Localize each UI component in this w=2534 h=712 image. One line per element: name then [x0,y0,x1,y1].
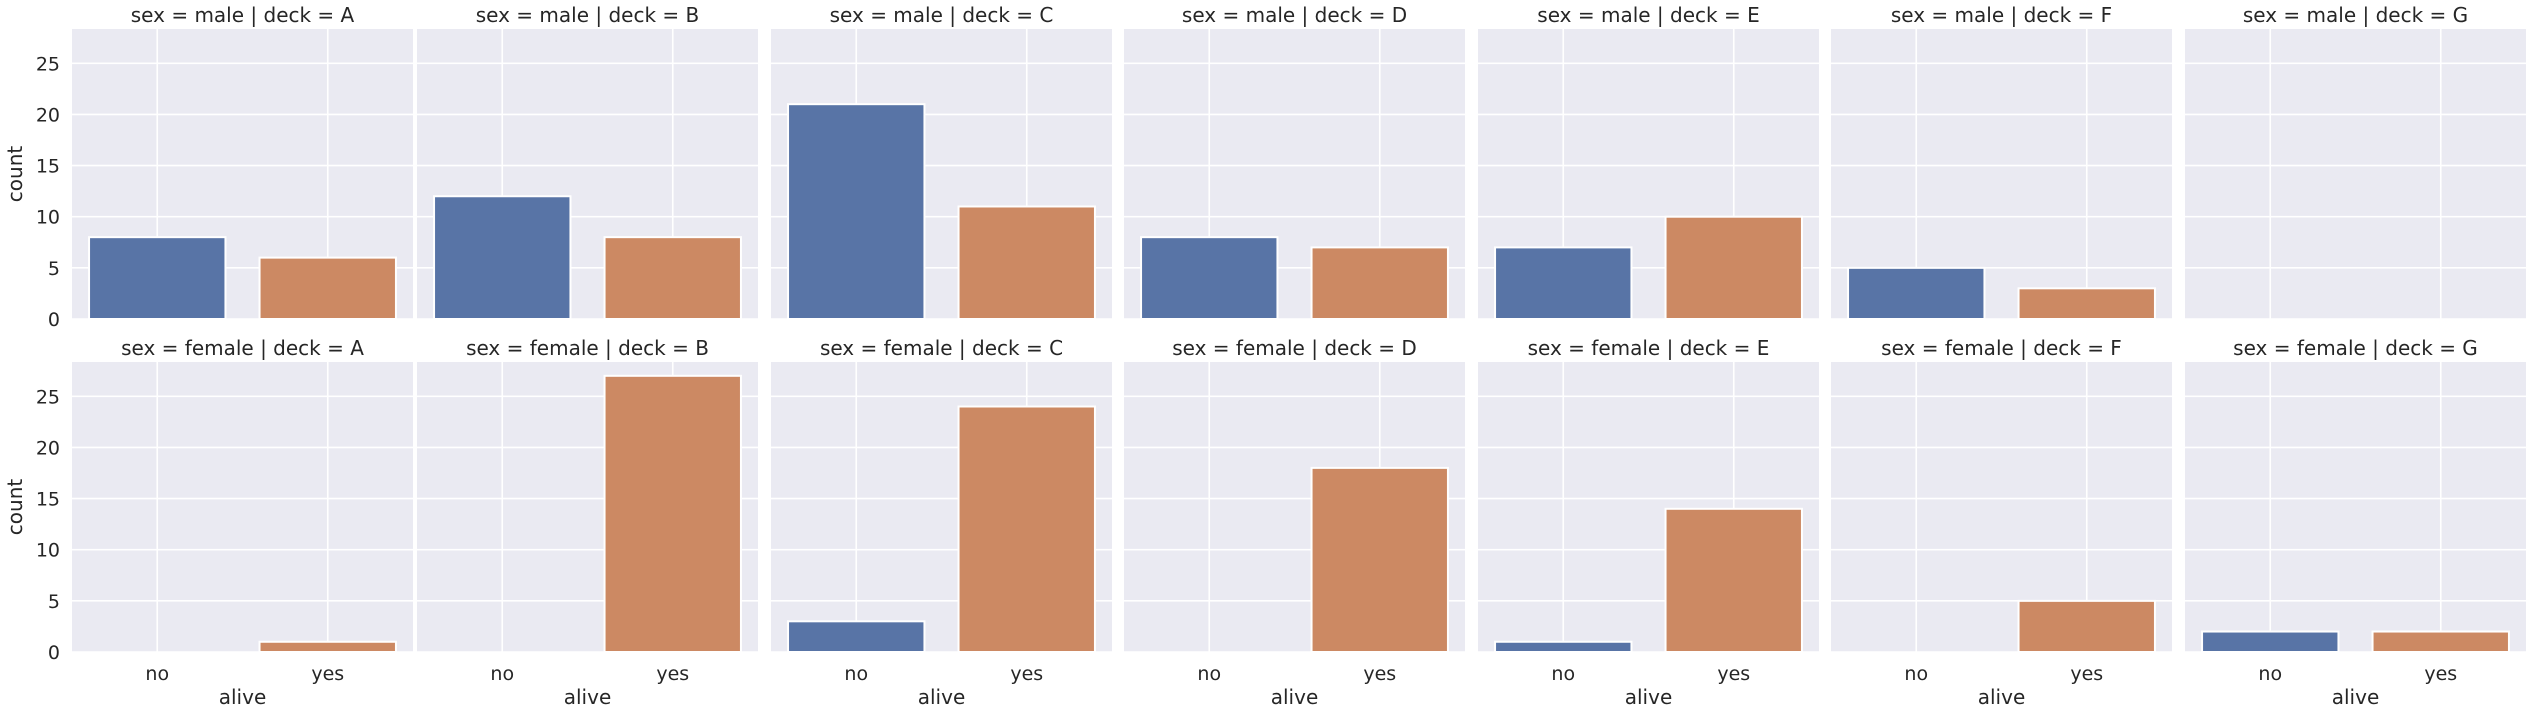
y-tick-label: 20 [36,104,60,126]
bar-yes [957,205,1096,320]
y-tick-label: 15 [36,489,60,511]
x-tick-label: yes [656,663,689,685]
facet-title: sex = female | deck = D [1172,336,1417,360]
facet-title: sex = male | deck = A [131,3,355,27]
bar-yes [1664,215,1803,320]
bar-yes [1310,466,1449,653]
x-axis-label: alive [564,685,612,709]
y-tick-label: 0 [48,642,60,664]
y-tick-label: 0 [48,309,60,331]
x-axis-label: alive [219,685,267,709]
bar-no [2201,630,2340,653]
facet-title: sex = male | deck = C [830,3,1054,27]
facet-title: sex = female | deck = A [121,336,364,360]
bar-yes [603,236,742,320]
x-axis-label: alive [1625,685,1673,709]
x-axis-label: alive [2332,685,2380,709]
x-axis-label: alive [1271,685,1319,709]
bar-no [1494,640,1633,654]
bar-yes [258,640,397,654]
facet-title: sex = male | deck = B [476,3,700,27]
y-tick-label: 10 [36,207,60,229]
x-tick-label: yes [1717,663,1750,685]
bar-yes [603,374,742,653]
facet-title: sex = female | deck = C [820,336,1063,360]
y-axis-label: count [3,479,27,536]
x-tick-label: no [844,663,868,685]
bar-yes [2371,630,2510,653]
bar-yes [2017,599,2156,654]
bar-yes [1310,246,1449,320]
bar-no [433,195,572,320]
facet-title: sex = female | deck = E [1528,336,1770,360]
y-tick-label: 5 [48,258,60,280]
y-tick-label: 20 [36,437,60,459]
bar-yes [1664,507,1803,653]
facet-title: sex = female | deck = G [2233,336,2478,360]
bar-no [1494,246,1633,320]
x-tick-label: no [490,663,514,685]
x-tick-label: yes [1363,663,1396,685]
x-tick-label: no [1197,663,1221,685]
x-tick-label: yes [2070,663,2103,685]
facet-title: sex = male | deck = E [1537,3,1759,27]
bar-no [88,236,227,320]
bar-no [1847,266,1986,320]
bar-no [787,103,926,321]
y-tick-label: 10 [36,540,60,562]
y-tick-label: 5 [48,591,60,613]
x-axis-label: alive [918,685,966,709]
y-axis-label: count [3,146,27,203]
bar-no [787,620,926,654]
facet-title: sex = female | deck = F [1881,336,2122,360]
y-tick-label: 15 [36,156,60,178]
facet-panel [72,362,413,652]
x-tick-label: no [1551,663,1575,685]
x-tick-label: no [145,663,169,685]
x-tick-label: yes [2424,663,2457,685]
facet-title: sex = female | deck = B [466,336,709,360]
x-tick-label: yes [1010,663,1043,685]
y-tick-label: 25 [36,386,60,408]
y-tick-label: 25 [36,53,60,75]
bar-yes [258,256,397,320]
facet-panel [2185,362,2526,652]
bar-yes [957,405,1096,653]
facet-panel [2185,29,2526,319]
facet-title: sex = male | deck = G [2243,3,2468,27]
x-tick-label: no [1904,663,1928,685]
x-tick-label: yes [311,663,344,685]
bar-yes [2017,287,2156,320]
x-tick-label: no [2258,663,2282,685]
facet-title: sex = male | deck = F [1891,3,2112,27]
facet-title: sex = male | deck = D [1182,3,1407,27]
x-axis-label: alive [1978,685,2026,709]
bar-no [1140,236,1279,320]
